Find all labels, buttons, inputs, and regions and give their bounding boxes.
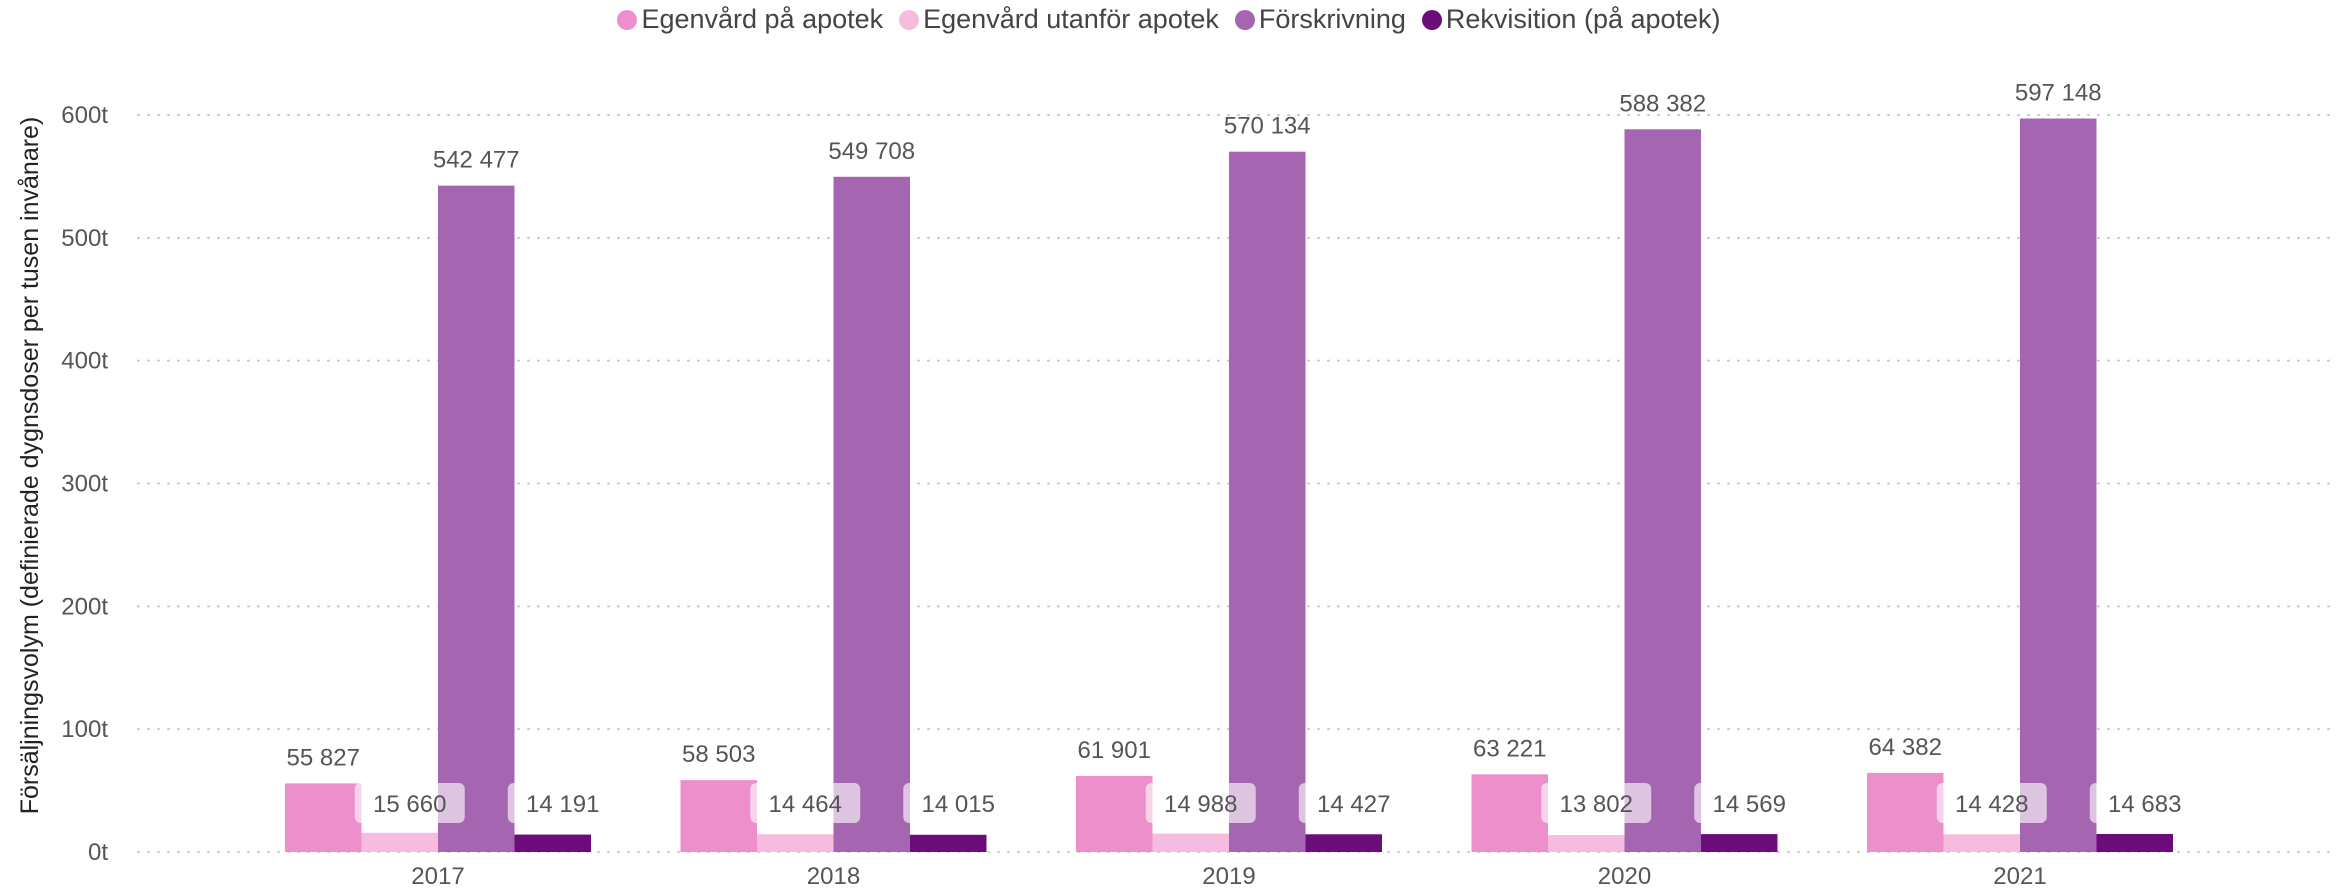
legend-label: Egenvård på apotek	[641, 4, 884, 34]
y-tick-label: 400t	[61, 348, 108, 375]
y-tick-label: 0t	[88, 839, 108, 866]
data-label-background	[507, 783, 618, 823]
data-label-background	[2089, 783, 2200, 823]
x-tick-label: 2018	[807, 863, 860, 890]
y-tick-label: 300t	[61, 471, 108, 498]
y-tick-label: 100t	[61, 716, 108, 743]
x-tick-label: 2020	[1598, 863, 1651, 890]
x-tick-label: 2021	[1993, 863, 2046, 890]
data-label-background	[1541, 783, 1652, 823]
legend-item[interactable]: Rekvisition (på apotek)	[1421, 4, 1721, 35]
bar	[1624, 129, 1701, 853]
data-label-background	[750, 783, 861, 823]
bar	[1867, 772, 1944, 852]
data-label-background	[1694, 783, 1805, 823]
y-tick-label: 600t	[61, 102, 108, 129]
data-label: 588 382	[1619, 90, 1706, 117]
data-label: 13 802	[1560, 791, 1633, 818]
legend-item[interactable]: Egenvård utanför apotek	[899, 4, 1219, 35]
data-label: 14 464	[769, 791, 842, 818]
data-label: 64 382	[1869, 734, 1942, 761]
legend-marker	[1234, 9, 1255, 30]
legend-marker	[1421, 9, 1442, 30]
data-label: 549 708	[828, 138, 915, 165]
bar	[361, 832, 438, 852]
bar	[1701, 834, 1778, 852]
bar	[1305, 834, 1382, 852]
legend-item[interactable]: Förskrivning	[1234, 4, 1406, 35]
y-axis-title: Försäljningsvolym (definierade dygnsdose…	[16, 117, 44, 815]
data-label: 542 477	[433, 147, 520, 174]
bar	[514, 834, 591, 852]
legend-marker	[899, 9, 920, 30]
bar	[757, 834, 834, 852]
x-tick-label: 2019	[1202, 863, 1255, 890]
bar	[910, 834, 987, 852]
bar	[1152, 833, 1229, 852]
legend-label: Förskrivning	[1258, 4, 1406, 34]
data-label: 570 134	[1224, 113, 1311, 140]
bar	[438, 185, 515, 853]
data-label-background	[354, 783, 465, 823]
data-label: 58 503	[682, 741, 755, 768]
data-label: 14 427	[1317, 791, 1390, 818]
x-tick-label: 2017	[411, 863, 464, 890]
y-tick-label: 200t	[61, 593, 108, 620]
bar	[1076, 775, 1153, 852]
bar	[1471, 774, 1548, 852]
bar	[1229, 151, 1306, 852]
bar	[680, 780, 757, 852]
bar	[1943, 834, 2020, 852]
data-label: 14 988	[1164, 791, 1237, 818]
data-label-background	[1298, 783, 1409, 823]
legend-label: Egenvård utanför apotek	[923, 4, 1219, 34]
data-label: 63 221	[1473, 735, 1546, 762]
data-label: 14 015	[922, 791, 995, 818]
bar	[833, 176, 910, 853]
chart-legend: Egenvård på apotek Egenvård utanför apote…	[0, 4, 2338, 35]
data-label-background	[903, 783, 1014, 823]
data-label: 14 569	[1713, 791, 1786, 818]
bar	[2096, 833, 2173, 852]
bar	[2020, 118, 2097, 853]
y-tick-label: 500t	[61, 225, 108, 252]
data-label: 15 660	[373, 791, 446, 818]
data-label: 14 191	[526, 791, 599, 818]
data-label: 597 148	[2015, 80, 2102, 107]
data-label: 14 428	[1955, 791, 2028, 818]
data-label-background	[1936, 783, 2047, 823]
bar	[285, 783, 362, 852]
data-label: 14 683	[2108, 791, 2181, 818]
legend-marker	[617, 9, 638, 30]
data-label: 61 901	[1078, 737, 1151, 764]
data-label: 55 827	[287, 744, 360, 771]
legend-label: Rekvisition (på apotek)	[1445, 4, 1721, 34]
bar	[1548, 835, 1625, 852]
data-label-background	[1145, 783, 1256, 823]
legend-item[interactable]: Egenvård på apotek	[617, 4, 883, 35]
